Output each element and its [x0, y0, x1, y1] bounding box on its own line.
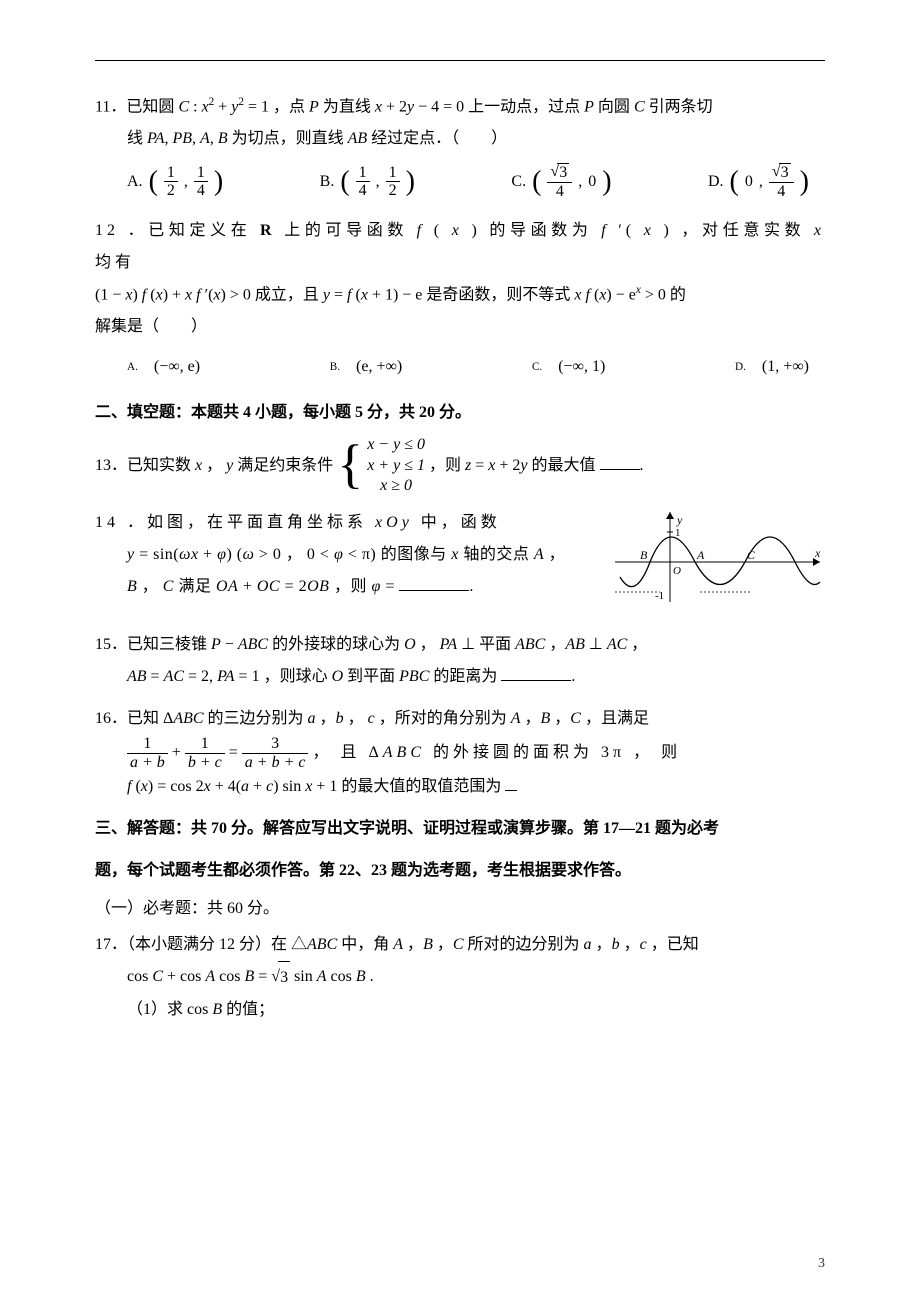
svg-text:C: C: [747, 548, 756, 562]
q12-line1: 12 ．已知定义在 R 上的可导函数 f ( x ) 的导函数为 f ′( x …: [95, 215, 825, 279]
q15-line2: AB = AC = 2, PA = 1 ，则球心 O 到平面 PBC 的距离为 …: [95, 661, 825, 693]
svg-text:B: B: [640, 548, 648, 562]
q16-line2: 1a + b + 1b + c = 3a + b + c ， 且 ΔABC 的外…: [95, 735, 825, 771]
q11-opt-c: C. ( √34, 0 ): [511, 163, 611, 200]
svg-text:x: x: [814, 546, 821, 560]
q14-line3: B ， C 满足 OA + OC = 2OB ，则 φ = .: [95, 571, 605, 603]
q12-line2: (1 − x) f (x) + x f ′(x) > 0 成立，且 y = f …: [95, 279, 825, 311]
q17-part1: （1）求 cos B 的值；: [95, 994, 825, 1026]
top-rule: [95, 60, 825, 61]
question-11: 11．已知圆 C : x2 + y2 = 1 ，点 P 为直线 x + 2y −…: [95, 91, 825, 201]
q12-options: A. (−∞, e) B. (e, +∞) C. (−∞, 1) D. (1, …: [95, 351, 825, 383]
sys-line: x − y ≤ 0: [367, 435, 425, 456]
section-3-sub: （一）必考题：共 60 分。: [95, 893, 825, 925]
q14-line2: y = sin(ωx + φ) (ω > 0 ， 0 < φ < π) 的图像与…: [95, 539, 605, 571]
q12-opt-b: B. (e, +∞): [330, 351, 402, 383]
q11-line1: 11．已知圆 C : x2 + y2 = 1 ，点 P 为直线 x + 2y −…: [95, 91, 825, 123]
q14-figure: y 1 -1 x B O A C: [615, 507, 825, 619]
blank: [399, 574, 469, 591]
opt-label: A.: [127, 166, 143, 198]
question-14: 14 ．如图，在平面直角坐标系 xOy 中，函数 y = sin(ωx + φ)…: [95, 507, 825, 619]
page-number: 3: [818, 1256, 825, 1272]
opt-label: D.: [708, 166, 724, 198]
question-12: 12 ．已知定义在 R 上的可导函数 f ( x ) 的导函数为 f ′( x …: [95, 215, 825, 383]
page-content: 11．已知圆 C : x2 + y2 = 1 ，点 P 为直线 x + 2y −…: [95, 91, 825, 1026]
q12-opt-c: C. (−∞, 1): [532, 351, 605, 383]
exam-page: 11．已知圆 C : x2 + y2 = 1 ，点 P 为直线 x + 2y −…: [0, 0, 920, 1302]
section-3-title-2: 题，每个试题考生都必须作答。第 22、23 题为选考题，考生根据要求作答。: [95, 855, 825, 887]
q12-opt-d: D. (1, +∞): [735, 351, 809, 383]
question-13: 13．已知实数 x ， y 满足约束条件 { x − y ≤ 0 x + y ≤…: [95, 435, 825, 497]
q11-opt-a: A. ( 12, 14 ): [127, 163, 223, 200]
sys-line: x ≥ 0: [367, 476, 425, 497]
q16-line3: f (x) = cos 2x + 4(a + c) sin x + 1 的最大值…: [95, 771, 825, 803]
section-3-title-1: 三、解答题：共 70 分。解答应写出文字说明、证明过程或演算步骤。第 17—21…: [95, 813, 825, 845]
svg-text:A: A: [696, 548, 705, 562]
svg-text:1: 1: [675, 527, 681, 539]
q17-line1: 17．（本小题满分 12 分）在 △ABC 中，角 A ，B ，C 所对的边分别…: [95, 929, 825, 961]
blank: [505, 774, 517, 791]
q11-options: A. ( 12, 14 ) B. ( 14, 12 ) C. ( √34, 0: [95, 163, 825, 200]
q16-line1: 16．已知 ΔABC 的三边分别为 a ，b ， c ，所对的角分别为 A ，B…: [95, 703, 825, 735]
question-17: 17．（本小题满分 12 分）在 △ABC 中，角 A ，B ，C 所对的边分别…: [95, 929, 825, 1026]
q15-line1: 15．已知三棱锥 P − ABC 的外接球的球心为 O ， PA ⊥ 平面 AB…: [95, 629, 825, 661]
q11-opt-b: B. ( 14, 12 ): [320, 163, 415, 200]
q11-prefix: 11．: [95, 98, 126, 115]
svg-text:y: y: [676, 513, 683, 527]
q13-system: { x − y ≤ 0 x + y ≤ 1 x ≥ 0: [337, 435, 425, 497]
question-15: 15．已知三棱锥 P − ABC 的外接球的球心为 O ， PA ⊥ 平面 AB…: [95, 629, 825, 693]
q11-line2: 线 PA, PB, A, B 为切点，则直线 AB 经过定点．（ ）: [95, 123, 825, 155]
opt-label: C.: [511, 166, 526, 198]
q12-opt-a: A. (−∞, e): [127, 351, 200, 383]
svg-text:O: O: [673, 565, 681, 577]
sine-graph-svg: y 1 -1 x B O A C: [615, 507, 825, 607]
q17-line2: cos C + cos A cos B = √3 sin A cos B .: [95, 961, 825, 994]
q13-text: 13．已知实数 x ， y 满足约束条件 { x − y ≤ 0 x + y ≤…: [95, 435, 825, 497]
blank: [501, 664, 571, 681]
blank: [600, 453, 640, 470]
q12-line3: 解集是（ ）: [95, 311, 825, 343]
section-2-title: 二、填空题：本题共 4 小题，每小题 5 分，共 20 分。: [95, 397, 825, 429]
opt-label: B.: [320, 166, 335, 198]
q14-line1: 14 ．如图，在平面直角坐标系 xOy 中，函数: [95, 507, 605, 539]
question-16: 16．已知 ΔABC 的三边分别为 a ，b ， c ，所对的角分别为 A ，B…: [95, 703, 825, 803]
sys-line: x + y ≤ 1: [367, 456, 425, 477]
q11-opt-d: D. ( 0, √34 ): [708, 163, 809, 200]
